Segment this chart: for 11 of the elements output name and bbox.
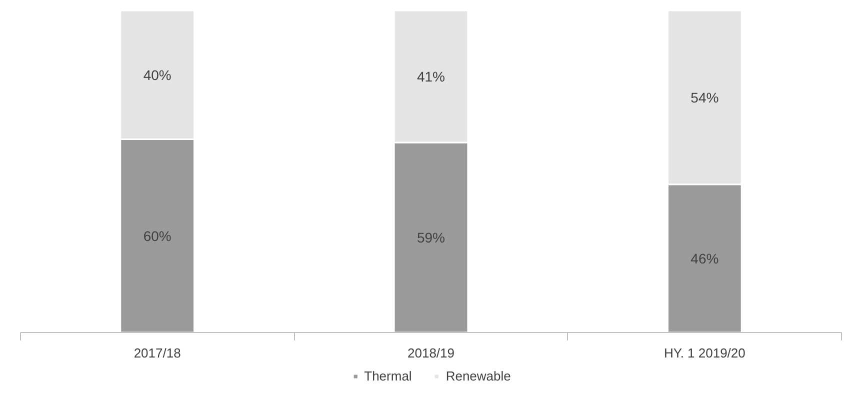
data-label: 46% — [690, 250, 719, 266]
data-label: 54% — [690, 89, 719, 106]
data-label: 60% — [143, 228, 172, 244]
x-tick-label: 2017/18 — [134, 346, 181, 360]
x-tick-label: HY. 1 2019/20 — [664, 346, 746, 360]
x-tick-label: 2018/19 — [408, 346, 455, 360]
legend-label: Renewable — [446, 368, 511, 384]
legend-label: Thermal — [364, 368, 412, 384]
data-label: 41% — [416, 68, 446, 85]
data-label: 59% — [416, 230, 446, 246]
data-label: 40% — [143, 66, 172, 83]
